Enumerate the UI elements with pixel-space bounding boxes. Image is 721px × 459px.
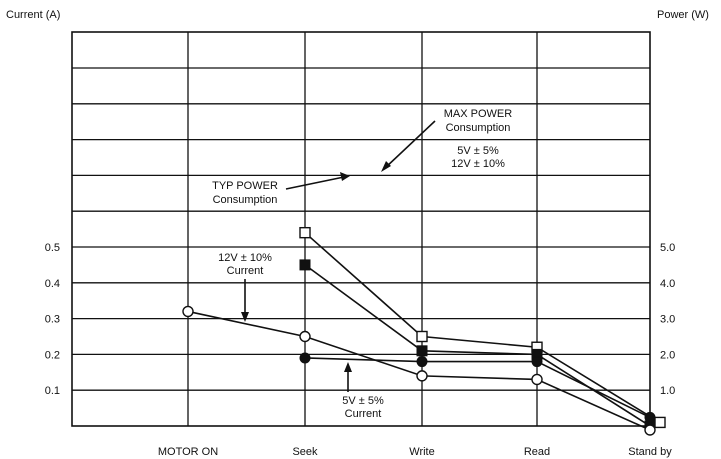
5v-current-arrowhead xyxy=(344,362,352,372)
max-power-arrow xyxy=(383,120,436,170)
grid xyxy=(71,31,651,427)
open-circle-marker xyxy=(182,305,194,318)
left-ticks: 0.1 0.2 0.3 0.4 0.5 xyxy=(45,242,60,397)
filled-square-marker xyxy=(416,345,428,357)
supply-annotation: 5V ± 5% 12V ± 10% xyxy=(451,145,505,170)
series-line xyxy=(187,310,651,431)
right-tick-label: 2.0 xyxy=(660,349,675,361)
5v-current-label-2: Current xyxy=(345,408,382,420)
left-tick-label: 0.1 xyxy=(45,385,60,397)
12v-current-annotation: 12V ± 10% Current xyxy=(218,252,272,322)
open-square-marker xyxy=(416,330,428,343)
typ-power-annotation: TYP POWER Consumption xyxy=(212,172,350,206)
series-line xyxy=(304,357,651,419)
12v-current-arrowhead xyxy=(241,312,249,322)
category-label: Write xyxy=(409,446,434,458)
supply-12v: 12V ± 10% xyxy=(451,158,505,170)
category-label: Read xyxy=(524,446,550,458)
category-labels: MOTOR ON Seek Write Read Stand by xyxy=(158,446,672,458)
left-axis-label: Current (A) xyxy=(6,9,60,21)
left-tick-label: 0.2 xyxy=(45,349,60,361)
category-label: Seek xyxy=(292,446,318,458)
series-layer xyxy=(182,226,666,436)
filled-circle-marker xyxy=(416,356,428,368)
category-label: Stand by xyxy=(628,446,672,458)
right-tick-label: 4.0 xyxy=(660,278,675,290)
typ-power-arrowhead xyxy=(340,172,350,181)
max-power-arrowhead xyxy=(381,161,391,172)
max-power-label: MAX POWER xyxy=(444,108,513,120)
left-tick-label: 0.5 xyxy=(45,242,60,254)
series-line xyxy=(304,232,661,424)
open-circle-marker xyxy=(416,370,428,382)
typ-power-label-2: Consumption xyxy=(213,194,278,206)
filled-circle-marker xyxy=(299,352,311,364)
open-square-marker xyxy=(654,416,666,429)
open-circle-marker xyxy=(299,330,311,343)
right-tick-label: 1.0 xyxy=(660,385,675,397)
filled-square-marker xyxy=(299,259,311,271)
right-axis-label: Power (W) xyxy=(657,9,709,21)
5v-current-label: 5V ± 5% xyxy=(342,395,384,407)
typ-power-label: TYP POWER xyxy=(212,180,278,192)
12v-current-label-2: Current xyxy=(227,265,264,277)
open-circle-marker xyxy=(644,424,656,436)
left-tick-label: 0.4 xyxy=(45,278,60,290)
right-tick-label: 5.0 xyxy=(660,242,675,254)
typ-power-arrow xyxy=(285,176,345,190)
filled-circle-marker xyxy=(531,356,543,368)
12v-current-label: 12V ± 10% xyxy=(218,252,272,264)
right-tick-label: 3.0 xyxy=(660,314,675,326)
supply-5v: 5V ± 5% xyxy=(457,145,499,157)
category-label: MOTOR ON xyxy=(158,446,218,458)
max-power-label-2: Consumption xyxy=(446,122,511,134)
5v-current-annotation: 5V ± 5% Current xyxy=(342,362,384,420)
left-tick-label: 0.3 xyxy=(45,314,60,326)
open-square-marker xyxy=(299,226,311,239)
open-circle-marker xyxy=(531,373,543,386)
max-power-annotation: MAX POWER Consumption xyxy=(381,108,512,172)
filled-circle-marker xyxy=(644,411,656,423)
right-ticks: 1.0 2.0 3.0 4.0 5.0 xyxy=(660,242,675,397)
plot-frame xyxy=(71,31,651,427)
